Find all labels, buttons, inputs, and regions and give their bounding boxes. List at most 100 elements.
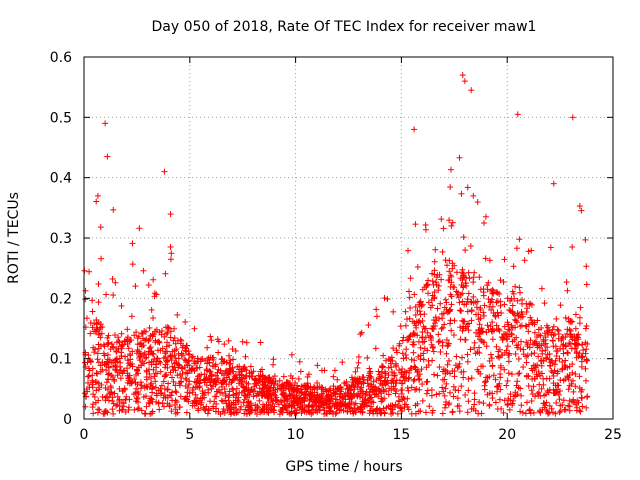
data-point-1146: [146, 324, 153, 331]
data-point-1493: [375, 368, 382, 375]
data-point-1338: [103, 379, 110, 386]
data-point-2395: [264, 409, 271, 416]
data-point-1218: [321, 410, 328, 417]
data-point-2485: [293, 409, 300, 416]
data-point-1482: [437, 300, 444, 307]
data-point-1897: [500, 409, 507, 416]
data-point-1358: [143, 403, 150, 410]
data-point-141: [566, 340, 573, 347]
data-point-492: [531, 350, 538, 357]
data-point-2047: [307, 389, 314, 396]
data-point-1732: [428, 386, 435, 393]
data-point-620: [390, 308, 397, 315]
data-point-1876: [136, 354, 143, 361]
data-point-1674: [526, 344, 533, 351]
data-point-1608: [538, 370, 545, 377]
data-point-2222: [232, 397, 239, 404]
data-point-764: [557, 302, 564, 309]
data-point-2565: [172, 340, 179, 347]
data-point-2195: [133, 398, 140, 405]
data-point-1892: [161, 392, 168, 399]
data-point-1958: [559, 342, 566, 349]
data-point-2501: [256, 376, 263, 383]
data-point-344: [168, 374, 175, 381]
data-point-1887: [447, 166, 454, 173]
data-point-2284: [127, 337, 134, 344]
data-point-2458: [291, 405, 298, 412]
data-point-345: [443, 299, 450, 306]
data-point-2186: [515, 384, 522, 391]
data-point-675: [366, 407, 373, 414]
data-point-1192: [353, 392, 360, 399]
data-point-2352: [163, 372, 170, 379]
data-point-2563: [114, 393, 121, 400]
data-point-2577: [523, 323, 530, 330]
data-point-2287: [542, 391, 549, 398]
data-point-1655: [528, 247, 535, 254]
data-point-2173: [239, 383, 246, 390]
data-point-2378: [178, 374, 185, 381]
data-point-1420: [148, 410, 155, 417]
data-point-2596: [104, 356, 111, 363]
data-point-2149: [400, 334, 407, 341]
data-point-2131: [413, 385, 420, 392]
data-point-2203: [97, 362, 104, 369]
data-point-2155: [148, 386, 155, 393]
data-point-1806: [132, 389, 139, 396]
data-point-544: [527, 314, 534, 321]
data-point-2013: [125, 360, 132, 367]
data-point-2100: [506, 306, 513, 313]
data-point-2076: [315, 402, 322, 409]
data-point-2289: [567, 333, 574, 340]
data-point-174: [514, 297, 521, 304]
data-point-2504: [401, 404, 408, 411]
data-point-2514: [396, 340, 403, 347]
data-point-2570: [526, 407, 533, 414]
data-point-1259: [394, 410, 401, 417]
data-point-2349: [93, 198, 100, 205]
data-point-1727: [165, 380, 172, 387]
data-point-664: [464, 184, 471, 191]
data-point-2415: [226, 403, 233, 410]
data-point-2297: [288, 410, 295, 417]
data-point-1074: [134, 335, 141, 342]
data-point-1360: [464, 351, 471, 358]
data-point-1597: [131, 406, 138, 413]
data-point-1632: [389, 369, 396, 376]
y-tick-label-0.6: 0.6: [50, 50, 72, 66]
data-point-1886: [167, 334, 174, 341]
data-point-2194: [107, 346, 114, 353]
axis-ticks: [83, 56, 614, 420]
data-point-2034: [457, 291, 464, 298]
data-point-1000: [156, 406, 163, 413]
data-point-2432: [461, 301, 468, 308]
data-point-162: [572, 325, 579, 332]
data-point-1853: [95, 280, 102, 287]
data-point-2010: [391, 372, 398, 379]
data-point-74: [531, 329, 538, 336]
data-point-1959: [113, 339, 120, 346]
data-point-652: [137, 379, 144, 386]
data-point-2587: [582, 377, 589, 384]
data-point-2032: [576, 407, 583, 414]
data-point-1284: [503, 382, 510, 389]
data-point-1995: [560, 350, 567, 357]
data-point-892: [562, 357, 569, 364]
data-point-1899: [471, 390, 478, 397]
y-tick-label-0.2: 0.2: [50, 291, 72, 307]
data-point-672: [573, 349, 580, 356]
data-point-2341: [555, 331, 562, 338]
data-point-1912: [419, 301, 426, 308]
data-point-104: [500, 278, 507, 285]
data-point-1802: [433, 274, 440, 281]
data-point-893: [292, 379, 299, 386]
data-point-355: [364, 354, 371, 361]
data-point-2260: [119, 388, 126, 395]
data-point-2407: [238, 371, 245, 378]
data-point-2171: [497, 298, 504, 305]
data-point-1695: [210, 405, 217, 412]
data-point-2430: [246, 403, 253, 410]
data-point-2113: [578, 363, 585, 370]
data-point-1950: [539, 406, 546, 413]
data-point-2377: [90, 401, 97, 408]
